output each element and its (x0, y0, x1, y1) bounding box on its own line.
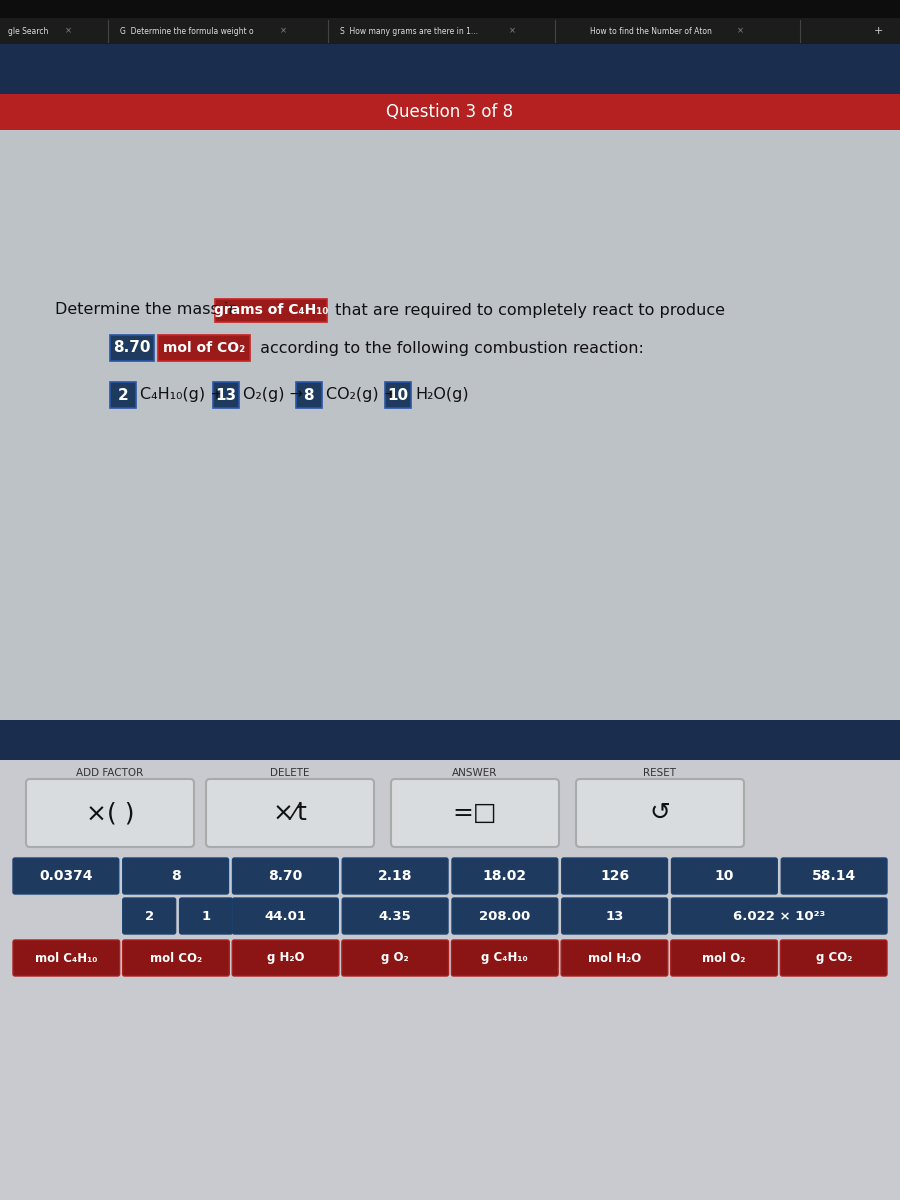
Text: g H₂O: g H₂O (266, 952, 304, 965)
FancyBboxPatch shape (110, 382, 136, 408)
Text: according to the following combustion reaction:: according to the following combustion re… (255, 341, 644, 355)
Text: 208.00: 208.00 (479, 910, 530, 923)
Text: Determine the mass in: Determine the mass in (55, 302, 244, 318)
Text: ×: × (65, 26, 71, 36)
FancyBboxPatch shape (452, 898, 558, 934)
Text: ADD FACTOR: ADD FACTOR (76, 768, 144, 778)
Text: 44.01: 44.01 (265, 910, 306, 923)
Text: 8.70: 8.70 (268, 869, 302, 883)
FancyBboxPatch shape (562, 858, 668, 894)
FancyBboxPatch shape (13, 940, 120, 976)
Text: grams of C₄H₁₀: grams of C₄H₁₀ (214, 302, 328, 317)
FancyBboxPatch shape (0, 44, 900, 94)
Text: RESET: RESET (644, 768, 677, 778)
FancyBboxPatch shape (0, 94, 900, 130)
FancyBboxPatch shape (26, 779, 194, 847)
Text: O₂(g) →: O₂(g) → (243, 388, 303, 402)
FancyBboxPatch shape (180, 898, 232, 934)
Text: DELETE: DELETE (270, 768, 310, 778)
Text: 13: 13 (606, 910, 624, 923)
Text: 1: 1 (202, 910, 211, 923)
FancyBboxPatch shape (122, 940, 230, 976)
Text: ANSWER: ANSWER (453, 768, 498, 778)
FancyBboxPatch shape (206, 779, 374, 847)
Text: gle Search: gle Search (8, 26, 49, 36)
FancyBboxPatch shape (110, 335, 154, 361)
Text: 4.35: 4.35 (379, 910, 411, 923)
Text: 0.0374: 0.0374 (39, 869, 93, 883)
Text: H₂O(g): H₂O(g) (415, 388, 469, 402)
FancyBboxPatch shape (670, 940, 778, 976)
Text: 2: 2 (145, 910, 154, 923)
Text: mol CO₂: mol CO₂ (150, 952, 202, 965)
FancyBboxPatch shape (232, 898, 338, 934)
FancyBboxPatch shape (385, 382, 411, 408)
Text: 6.022 × 10²³: 6.022 × 10²³ (734, 910, 825, 923)
FancyBboxPatch shape (232, 940, 339, 976)
Text: How to find the Number of Aton: How to find the Number of Aton (590, 26, 712, 36)
Text: mol C₄H₁₀: mol C₄H₁₀ (35, 952, 97, 965)
Text: 126: 126 (600, 869, 629, 883)
Text: G  Determine the formula weight o: G Determine the formula weight o (120, 26, 254, 36)
FancyBboxPatch shape (561, 940, 668, 976)
FancyBboxPatch shape (0, 130, 900, 720)
FancyBboxPatch shape (213, 382, 239, 408)
Text: that are required to completely react to produce: that are required to completely react to… (330, 302, 725, 318)
FancyBboxPatch shape (342, 940, 448, 976)
FancyBboxPatch shape (780, 940, 887, 976)
Text: 8: 8 (303, 388, 314, 402)
FancyBboxPatch shape (576, 779, 744, 847)
FancyBboxPatch shape (122, 858, 229, 894)
FancyBboxPatch shape (452, 940, 558, 976)
FancyBboxPatch shape (342, 898, 448, 934)
Text: 58.14: 58.14 (812, 869, 856, 883)
FancyBboxPatch shape (0, 720, 900, 760)
FancyBboxPatch shape (0, 18, 900, 44)
Text: CO₂(g) +: CO₂(g) + (326, 388, 397, 402)
Text: ×: × (509, 26, 516, 36)
Text: C₄H₁₀(g) +: C₄H₁₀(g) + (140, 388, 224, 402)
Text: 8.70: 8.70 (113, 341, 151, 355)
Text: ×( ): ×( ) (86, 802, 134, 826)
FancyBboxPatch shape (295, 382, 321, 408)
FancyBboxPatch shape (158, 335, 250, 361)
FancyBboxPatch shape (781, 858, 887, 894)
FancyBboxPatch shape (0, 0, 900, 18)
Text: Question 3 of 8: Question 3 of 8 (386, 103, 514, 121)
FancyBboxPatch shape (215, 299, 327, 322)
Text: 2.18: 2.18 (378, 869, 412, 883)
FancyBboxPatch shape (562, 898, 668, 934)
Text: 8: 8 (171, 869, 181, 883)
Text: ×: × (736, 26, 743, 36)
Text: g CO₂: g CO₂ (815, 952, 852, 965)
FancyBboxPatch shape (452, 858, 558, 894)
Text: ×⁄t: ×⁄t (273, 802, 308, 826)
FancyBboxPatch shape (0, 760, 900, 1200)
FancyBboxPatch shape (13, 858, 119, 894)
Text: 10: 10 (387, 388, 409, 402)
Text: ×: × (280, 26, 287, 36)
Text: g C₄H₁₀: g C₄H₁₀ (482, 952, 528, 965)
FancyBboxPatch shape (671, 898, 887, 934)
Text: +: + (873, 26, 883, 36)
FancyBboxPatch shape (391, 779, 559, 847)
Text: 18.02: 18.02 (482, 869, 526, 883)
Text: mol H₂O: mol H₂O (588, 952, 641, 965)
Text: ↺: ↺ (650, 802, 670, 826)
Text: 10: 10 (715, 869, 734, 883)
Text: S  How many grams are there in 1...: S How many grams are there in 1... (340, 26, 478, 36)
Text: mol of CO₂: mol of CO₂ (163, 341, 245, 355)
FancyBboxPatch shape (232, 858, 338, 894)
Text: 13: 13 (215, 388, 237, 402)
FancyBboxPatch shape (122, 898, 176, 934)
FancyBboxPatch shape (342, 858, 448, 894)
Text: =□: =□ (453, 802, 497, 826)
Text: g O₂: g O₂ (382, 952, 409, 965)
Text: mol O₂: mol O₂ (702, 952, 746, 965)
Text: 2: 2 (118, 388, 129, 402)
FancyBboxPatch shape (671, 858, 778, 894)
